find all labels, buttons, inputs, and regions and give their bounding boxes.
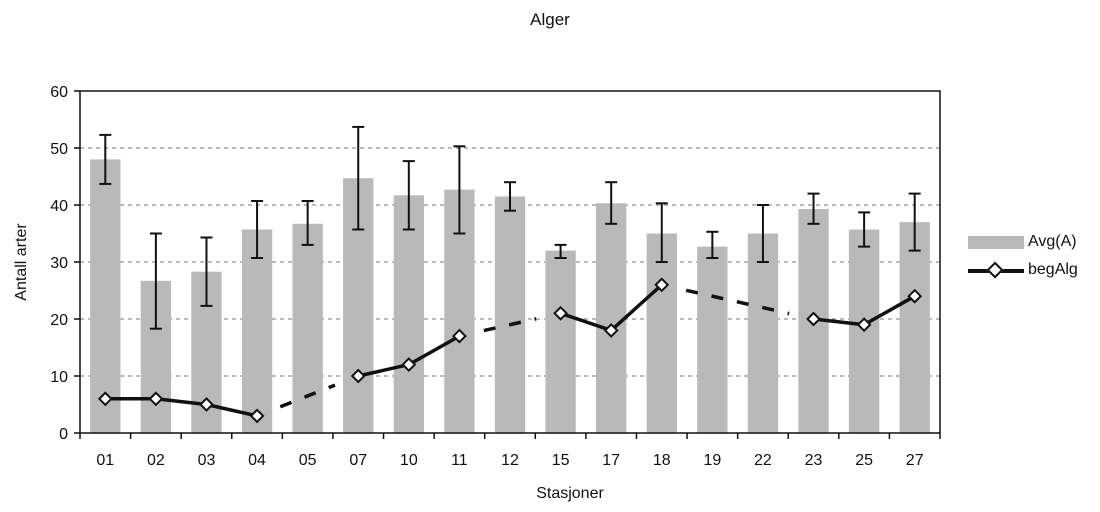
y-tick-label: 10 [50,369,68,386]
x-tick-label: 02 [147,452,165,469]
point-17 [603,322,619,338]
x-tick-label: 17 [602,452,620,469]
line-segment [279,383,336,409]
x-tick-label: 23 [805,452,823,469]
x-tick-label: 25 [855,452,873,469]
bar-10 [393,195,424,433]
legend-swatch-bar [968,235,1024,249]
bar-17 [596,203,627,433]
x-tick-label: 10 [400,452,418,469]
bar-04 [241,229,273,433]
x-tick-label: 07 [349,452,367,469]
legend-label-begalg: begAlg [1028,261,1078,278]
x-tick-label: 04 [248,452,266,469]
point-23 [806,311,821,327]
point-10 [401,357,417,373]
point-07 [350,368,366,384]
line-segment [610,283,663,332]
x-tick-label: 19 [703,452,721,469]
line-segment [206,402,258,418]
legend-label-avg: Avg(A) [1028,233,1077,250]
y-tick-label: 0 [59,426,68,443]
bar-15 [545,250,576,433]
line-segment [483,317,537,333]
x-tick-label: 03 [198,452,216,469]
bar-01 [90,159,121,433]
point-18 [654,277,670,293]
bar-22 [747,233,779,433]
line-segment [813,317,865,327]
legend: Avg(A) begAlg [968,228,1078,284]
y-axis-label: Antall arter [13,223,30,301]
point-11 [451,328,467,344]
y-tick-label: 60 [50,84,68,101]
y-tick-label: 40 [50,198,68,215]
y-tick-label: 30 [50,255,68,272]
line-segment [685,288,790,316]
y-tick-label: 20 [50,312,68,329]
y-tick-label: 50 [50,141,68,158]
point-15 [553,305,569,321]
line-segment [357,362,410,378]
line-segment [407,334,461,367]
point-04 [249,408,265,424]
line-segment [560,311,612,333]
x-axis-label: Stasjoner [536,485,604,502]
x-tick-label: 18 [653,452,671,469]
bar-05 [292,223,323,433]
x-tick-label: 11 [451,452,468,469]
x-tick-label: 12 [501,452,519,469]
x-tick-label: 22 [754,452,772,469]
bar-18 [646,233,677,433]
point-01 [97,391,113,407]
legend-item-begalg: begAlg [968,256,1078,284]
legend-swatch-line [968,263,1024,277]
x-tick-label: 15 [552,452,570,469]
point-02 [148,391,164,407]
bar-19 [697,246,728,433]
line-segment [155,397,207,407]
point-25 [856,317,872,333]
x-tick-label: 27 [906,452,924,469]
point-03 [199,397,214,412]
line-segment [863,294,916,327]
x-tick-label: 01 [96,452,114,469]
chart-title: Alger [530,10,570,29]
bar-12 [494,196,526,433]
bar-27 [899,222,930,433]
point-27 [907,288,923,304]
x-tick-label: 05 [299,452,317,469]
legend-item-avg: Avg(A) [968,228,1078,256]
